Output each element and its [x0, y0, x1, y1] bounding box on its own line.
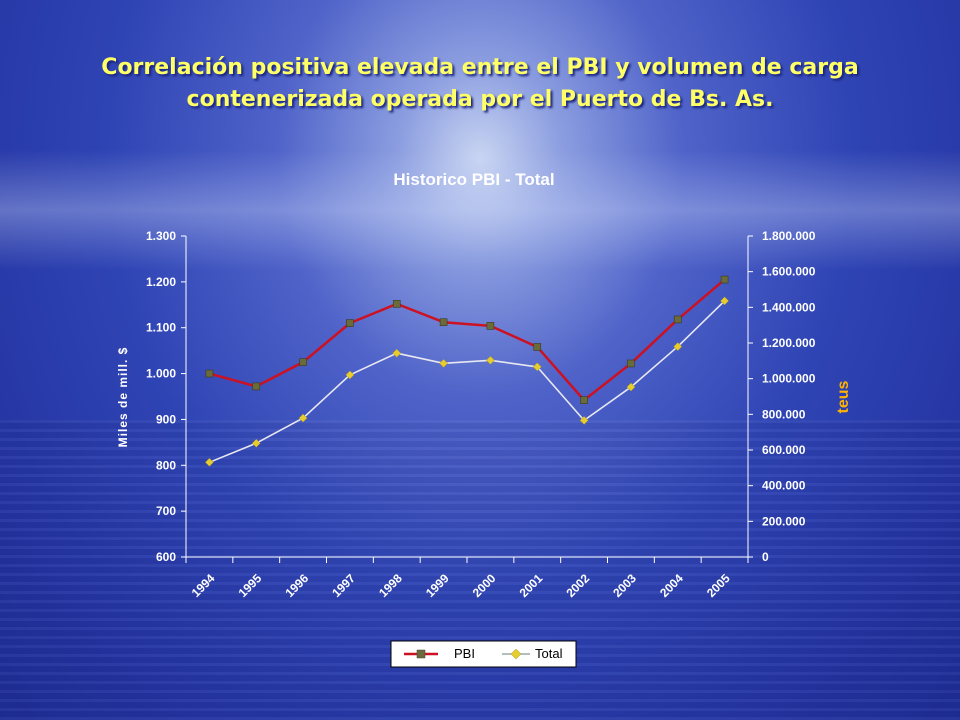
x-tick-label: 2003 [610, 571, 639, 600]
point-total [345, 370, 355, 380]
legend-pbi-marker [416, 649, 426, 659]
x-tick-label: 2004 [657, 571, 686, 600]
chart-axes [185, 236, 749, 558]
point-total [251, 438, 261, 448]
point-total [298, 413, 308, 423]
background-haze [0, 150, 960, 270]
point-pbi [299, 358, 307, 366]
point-total [720, 296, 729, 306]
x-tick-label: 1995 [236, 571, 265, 600]
y2-tick-label: 600.000 [762, 443, 806, 457]
y-axis-label: Miles de mill. $ [116, 347, 130, 448]
y-tick-label: 1.300 [146, 229, 176, 243]
x-tick-label: 2000 [470, 571, 499, 600]
point-total [205, 457, 214, 467]
y-ticks-left: 600 700 800 900 1.000 1.100 1.200 1.300 [146, 229, 186, 564]
point-pbi [392, 300, 401, 308]
x-tick-label: 1999 [423, 571, 452, 600]
chart-title: Historico PBI - Total [393, 170, 554, 189]
series-line-total [209, 300, 726, 464]
x-tick-label: 1996 [282, 571, 311, 600]
x-tick-label: 1997 [329, 571, 358, 600]
x-tick-label: 2001 [517, 571, 546, 600]
legend-total-label: Total [535, 646, 563, 661]
point-pbi [252, 382, 261, 391]
y2-axis-label: teus [835, 380, 852, 413]
background-water [0, 420, 960, 720]
point-pbi [720, 275, 729, 284]
y2-tick-label: 1.000.000 [762, 372, 816, 386]
point-pbi [486, 322, 495, 330]
point-total [486, 355, 495, 365]
series-line-pbi [209, 278, 726, 402]
point-total [579, 416, 589, 425]
point-total [439, 358, 448, 368]
point-pbi [580, 396, 588, 404]
point-total [626, 382, 636, 392]
y2-tick-label: 400.000 [762, 479, 806, 493]
y2-tick-label: 800.000 [762, 407, 806, 421]
slide-title-line-2: contenerizada operada por el Puerto de B… [186, 87, 774, 112]
point-total [532, 362, 542, 372]
x-ticks: 1994 1995 1996 1997 1998 1999 2000 2001 2002 2003… [185, 557, 749, 600]
point-pbi [439, 318, 448, 327]
slide-title: Correlación positiva elevada entre el PB… [40, 52, 920, 116]
point-pbi [533, 343, 542, 351]
point-pbi [346, 319, 354, 327]
y2-tick-label: 0 [762, 550, 769, 564]
point-total [392, 348, 402, 358]
y2-tick-label: 1.600.000 [762, 265, 816, 279]
chart-series [205, 275, 729, 467]
y-tick-label: 1.200 [146, 275, 176, 289]
y-tick-label: 700 [156, 504, 176, 518]
point-pbi [627, 359, 635, 368]
y-tick-label: 1.100 [146, 321, 176, 335]
x-tick-label: 2002 [563, 571, 592, 600]
legend-total-marker [510, 648, 522, 660]
y2-tick-label: 1.800.000 [762, 229, 816, 243]
x-tick-label: 1998 [376, 571, 405, 600]
y-tick-label: 900 [156, 412, 176, 426]
point-pbi [205, 369, 214, 378]
y-tick-label: 800 [156, 458, 176, 472]
legend-pbi-label: PBI [454, 646, 475, 661]
y2-tick-label: 1.400.000 [762, 300, 816, 314]
y-tick-label: 1.000 [146, 367, 176, 381]
y-tick-label: 600 [156, 550, 176, 564]
point-pbi [673, 315, 682, 324]
y2-tick-label: 1.200.000 [762, 336, 816, 350]
y2-tick-label: 200.000 [762, 514, 806, 528]
x-tick-label: 1994 [189, 571, 218, 600]
point-total [673, 342, 683, 351]
legend: PBI Total [390, 640, 577, 668]
x-tick-label: 2005 [704, 571, 733, 600]
y-ticks-right: 0 200.000 400.000 600.000 800.000 1.000.000 1.… [748, 229, 816, 564]
slide-title-line-1: Correlación positiva elevada entre el PB… [101, 55, 859, 80]
